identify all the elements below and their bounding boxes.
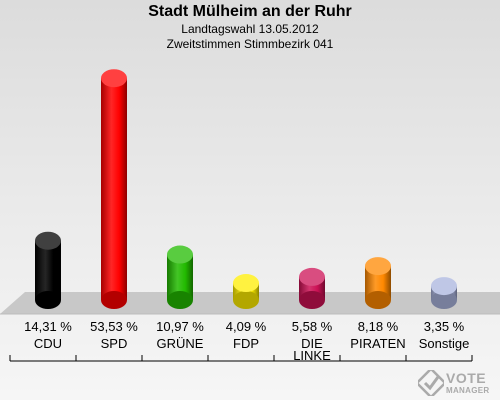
bar-top-cap <box>233 274 259 293</box>
bar-bottom-cap <box>101 291 127 309</box>
logo-text-manager: MANAGER <box>446 386 490 395</box>
category-label: SPD <box>101 336 128 351</box>
bar-fdp <box>233 274 259 309</box>
title-block: Stadt Mülheim an der Ruhr Landtagswahl 1… <box>0 2 500 52</box>
value-label: 14,31 % <box>24 319 72 334</box>
bar-die-linke <box>299 267 325 309</box>
vote-manager-logo: VOTE MANAGER <box>418 368 496 398</box>
value-label: 53,53 % <box>90 319 138 334</box>
bar-top-cap <box>35 231 61 250</box>
value-label: 3,35 % <box>424 319 465 334</box>
chart-subtitle-date: Landtagswahl 13.05.2012 <box>181 22 319 36</box>
bar-top-cap <box>431 277 457 296</box>
logo-text-vote: VOTE <box>446 370 487 386</box>
bar-spd <box>101 69 127 309</box>
category-label: DIE <box>301 336 323 351</box>
value-label: 4,09 % <box>226 319 267 334</box>
value-label: 10,97 % <box>156 319 204 334</box>
chart-title: Stadt Mülheim an der Ruhr <box>148 3 352 20</box>
bar-bottom-cap <box>299 291 325 309</box>
bar-cdu <box>35 231 61 309</box>
bar-sonstige <box>431 277 457 309</box>
bar-piraten <box>365 257 391 309</box>
bar-body <box>35 240 61 300</box>
category-label: Sonstige <box>419 336 470 351</box>
bar-body <box>101 78 127 301</box>
bar-bottom-cap <box>233 291 259 309</box>
bar-bottom-cap <box>167 291 193 309</box>
value-label: 5,58 % <box>292 319 333 334</box>
chart-subtitle-district: Zweitstimmen Stimmbezirk 041 <box>166 37 334 51</box>
bar-top-cap <box>299 267 325 286</box>
bar-bottom-cap <box>365 291 391 309</box>
vote-manager-logo-mark <box>418 370 444 396</box>
bar-bottom-cap <box>35 291 61 309</box>
category-label: LINKE <box>293 348 331 363</box>
bar-gr-ne <box>167 245 193 309</box>
bar-top-cap <box>167 245 193 264</box>
category-label: FDP <box>233 336 259 351</box>
bar-top-cap <box>101 69 127 88</box>
value-label: 8,18 % <box>358 319 399 334</box>
bar-top-cap <box>365 257 391 276</box>
category-label: CDU <box>34 336 62 351</box>
category-label: PIRATEN <box>350 336 405 351</box>
category-label: GRÜNE <box>157 336 204 351</box>
bar-bottom-cap <box>431 291 457 309</box>
